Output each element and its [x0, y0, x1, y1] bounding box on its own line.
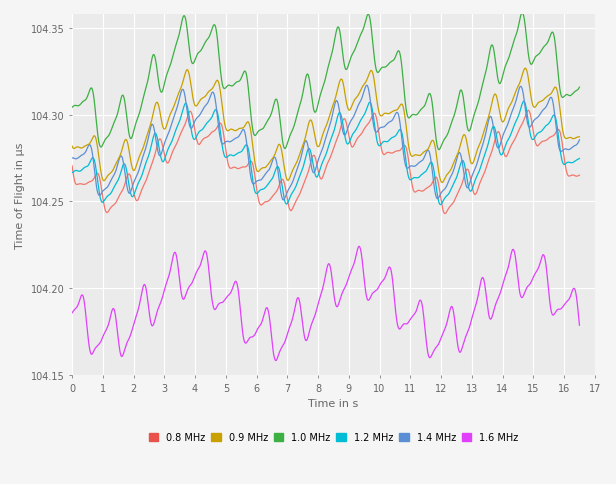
X-axis label: Time in s: Time in s	[309, 398, 359, 408]
Legend: 0.8 MHz, 0.9 MHz, 1.0 MHz, 1.2 MHz, 1.4 MHz, 1.6 MHz: 0.8 MHz, 0.9 MHz, 1.0 MHz, 1.2 MHz, 1.4 …	[148, 432, 518, 442]
Y-axis label: Time of Flight in µs: Time of Flight in µs	[15, 142, 25, 248]
